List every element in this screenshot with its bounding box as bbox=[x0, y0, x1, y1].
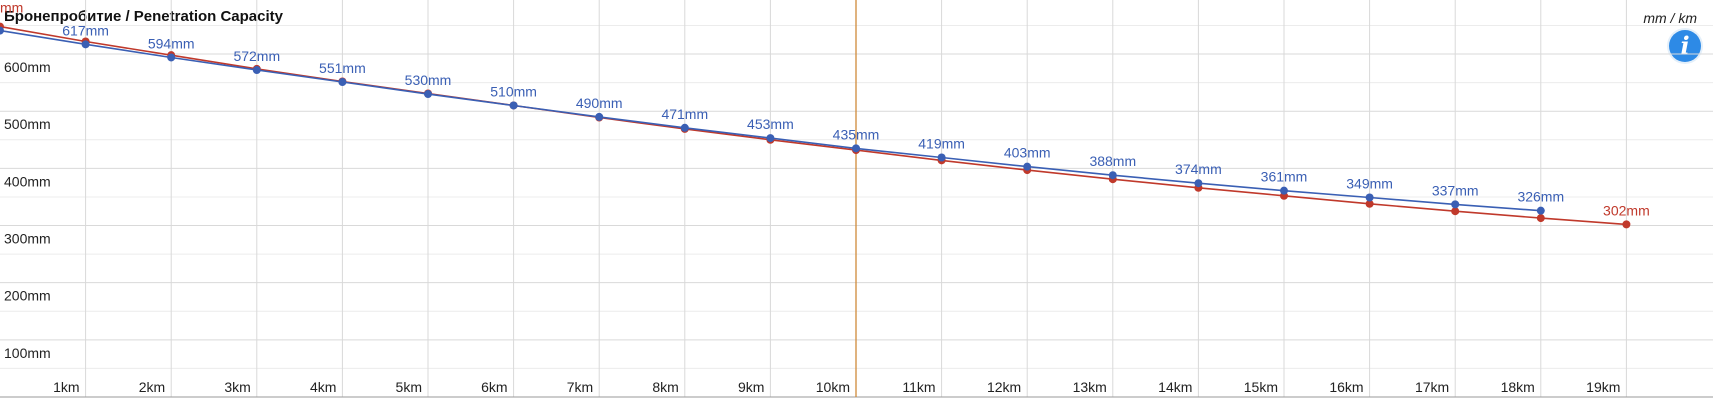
x-tick-label: 13km bbox=[1073, 379, 1107, 395]
data-label: 361mm bbox=[1261, 169, 1308, 185]
data-point[interactable] bbox=[766, 134, 775, 143]
data-label: 326mm bbox=[1517, 189, 1564, 205]
data-point[interactable] bbox=[338, 78, 347, 87]
chart-title: Бронепробитие / Penetration Capacity bbox=[4, 8, 284, 25]
data-label: 471mm bbox=[661, 106, 708, 122]
data-point[interactable] bbox=[937, 153, 946, 162]
x-tick-label: 14km bbox=[1158, 379, 1192, 395]
x-tick-label: 18km bbox=[1501, 379, 1535, 395]
y-tick-label: 500mm bbox=[4, 116, 51, 132]
data-point[interactable] bbox=[1622, 220, 1631, 229]
data-label: 349mm bbox=[1346, 176, 1393, 192]
data-label: 302mm bbox=[1603, 202, 1650, 218]
data-point[interactable] bbox=[167, 53, 176, 62]
data-label: 510mm bbox=[490, 83, 537, 99]
data-point[interactable] bbox=[1536, 206, 1545, 215]
data-point[interactable] bbox=[1451, 200, 1460, 209]
x-tick-label: 3km bbox=[224, 379, 250, 395]
x-tick-label: 9km bbox=[738, 379, 764, 395]
y-tick-label: 600mm bbox=[4, 59, 51, 75]
data-label: 419mm bbox=[918, 135, 965, 151]
y-tick-label: 400mm bbox=[4, 173, 51, 189]
info-icon[interactable]: i bbox=[1669, 30, 1701, 62]
data-label: mm bbox=[0, 0, 23, 16]
data-point[interactable] bbox=[81, 40, 90, 49]
x-tick-label: 10km bbox=[816, 379, 850, 395]
data-point[interactable] bbox=[1365, 199, 1374, 208]
data-point[interactable] bbox=[1451, 207, 1460, 216]
data-point[interactable] bbox=[1280, 186, 1288, 195]
x-tick-label: 7km bbox=[567, 379, 593, 395]
x-tick-label: 4km bbox=[310, 379, 336, 395]
data-point[interactable] bbox=[1536, 214, 1545, 223]
data-label: 617mm bbox=[62, 22, 109, 38]
data-label: 490mm bbox=[576, 95, 623, 111]
data-point[interactable] bbox=[0, 26, 4, 35]
x-tick-label: 2km bbox=[139, 379, 165, 395]
data-label: 435mm bbox=[833, 126, 880, 142]
data-label: 551mm bbox=[319, 60, 366, 76]
data-label: 594mm bbox=[148, 35, 195, 51]
x-tick-label: 16km bbox=[1329, 379, 1363, 395]
x-tick-label: 12km bbox=[987, 379, 1021, 395]
data-label: 337mm bbox=[1432, 182, 1479, 198]
x-tick-label: 15km bbox=[1244, 379, 1278, 395]
series-line bbox=[0, 25, 1627, 226]
data-point[interactable] bbox=[1365, 193, 1374, 202]
unit-label: mm / km bbox=[1643, 10, 1697, 26]
x-tick-label: 8km bbox=[652, 379, 678, 395]
data-label: 572mm bbox=[233, 48, 280, 64]
data-label: 403mm bbox=[1004, 145, 1051, 161]
y-tick-label: 300mm bbox=[4, 231, 51, 247]
x-tick-label: 6km bbox=[481, 379, 507, 395]
y-tick-label: 200mm bbox=[4, 288, 51, 304]
x-tick-label: 19km bbox=[1586, 379, 1620, 395]
data-point[interactable] bbox=[1108, 171, 1117, 180]
data-label: 453mm bbox=[747, 116, 794, 132]
data-point[interactable] bbox=[1023, 162, 1032, 171]
x-tick-label: 1km bbox=[53, 379, 79, 395]
x-tick-label: 5km bbox=[396, 379, 422, 395]
x-tick-label: 17km bbox=[1415, 379, 1449, 395]
data-point[interactable] bbox=[852, 144, 860, 153]
data-point[interactable] bbox=[680, 123, 689, 132]
x-tick-label: 11km bbox=[902, 379, 935, 395]
data-point[interactable] bbox=[424, 90, 432, 99]
data-point[interactable] bbox=[252, 66, 261, 75]
y-tick-label: 100mm bbox=[4, 345, 51, 361]
data-point[interactable] bbox=[509, 101, 518, 110]
data-point[interactable] bbox=[595, 112, 604, 121]
data-label: 374mm bbox=[1175, 161, 1222, 177]
data-label: 388mm bbox=[1089, 153, 1136, 169]
data-label: 530mm bbox=[405, 72, 452, 88]
data-point[interactable] bbox=[1194, 179, 1203, 188]
